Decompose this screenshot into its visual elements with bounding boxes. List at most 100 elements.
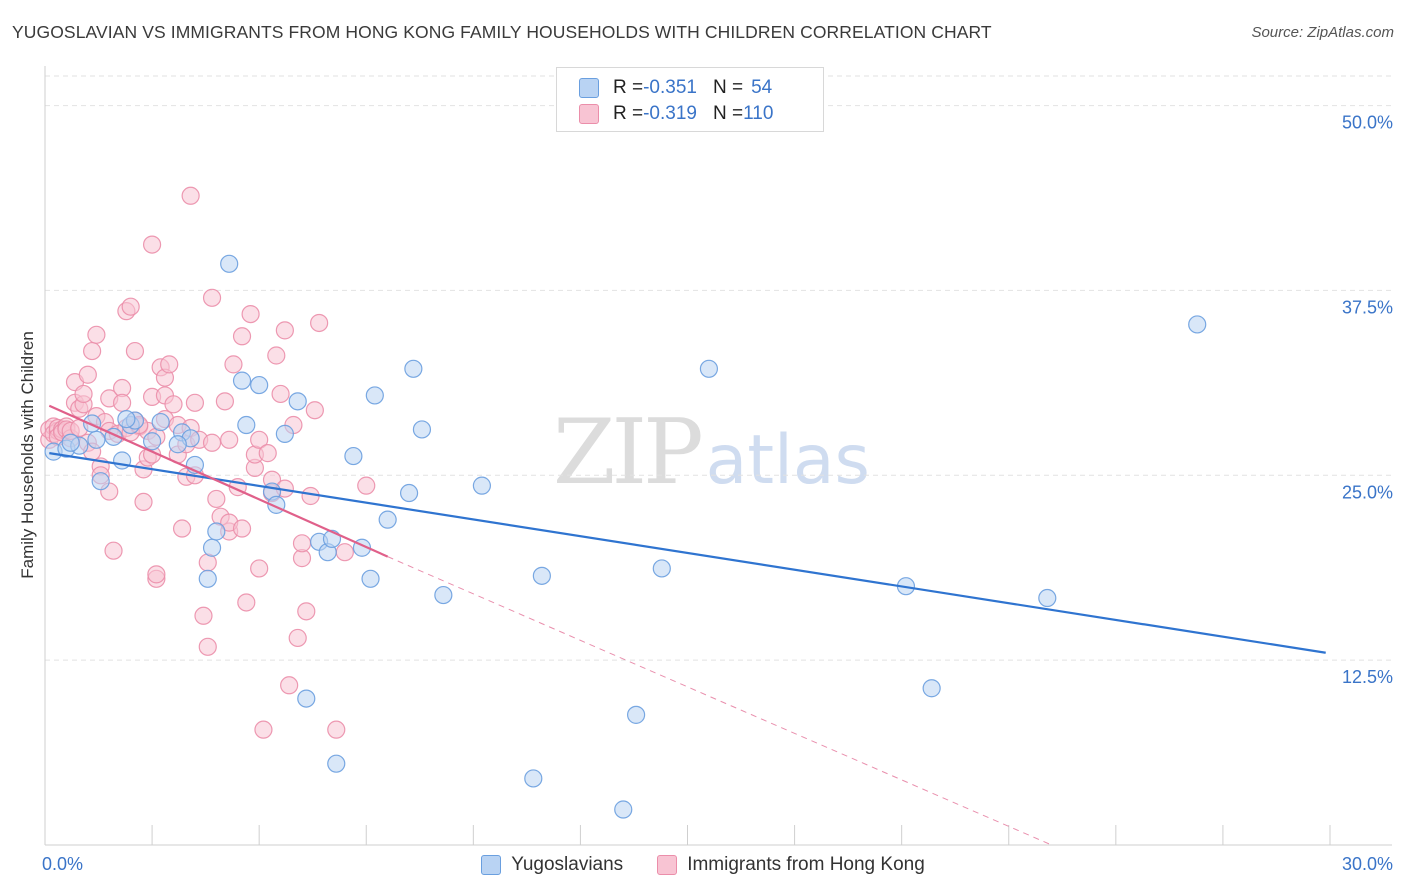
legend-item-yugoslavians[interactable]: Yugoslavians (481, 854, 623, 876)
legend-r-label: R = (613, 77, 644, 98)
hong-kong-point (164, 395, 183, 414)
hong-kong-point (134, 492, 153, 512)
x-tick-label: 0.0% (42, 854, 83, 874)
hong-kong-point (335, 543, 354, 562)
hong-kong-point (198, 637, 217, 656)
legend-n-label: N = (712, 103, 744, 124)
hong-kong-point (288, 628, 307, 648)
watermark-zip: ZIP (553, 400, 704, 505)
yugoslavian-point (198, 569, 217, 588)
legend-item-hong-kong[interactable]: Immigrants from Hong Kong (657, 854, 925, 876)
hong-kong-point (160, 355, 179, 374)
y-tick-label: 25.0% (1342, 482, 1393, 502)
correlation-legend: R = -0.351 N = 54 R = -0.319 N = 110 (556, 67, 824, 132)
hong-kong-point (271, 384, 290, 404)
yugoslavian-point (297, 689, 316, 708)
yugoslavian-point (344, 446, 363, 466)
yugoslavian-point (434, 585, 453, 605)
yugoslavian-point (207, 522, 226, 541)
yugoslavian-point (117, 409, 136, 429)
legend-swatch-blue (481, 855, 502, 875)
yugoslavian-point (168, 435, 187, 454)
yugoslavian-point (399, 483, 419, 503)
yugoslavian-point (922, 679, 941, 698)
yugoslavian-point (220, 254, 239, 273)
legend-row-yugoslavians: R = -0.351 N = 54 (579, 76, 772, 100)
hong-kong-point (267, 346, 286, 365)
y-tick-label: 12.5% (1342, 667, 1393, 687)
legend-r-label: R = (613, 103, 644, 124)
yugoslavian-point (61, 433, 80, 452)
yugoslavian-point (652, 559, 671, 578)
yugoslavian-trendline (49, 452, 1326, 654)
hong-kong-trendline-extended (387, 556, 1052, 846)
legend-n-value: 110 (743, 103, 774, 124)
hong-kong-point (297, 602, 316, 621)
hong-kong-point (224, 355, 243, 374)
hong-kong-trendline (48, 404, 389, 558)
y-tick-label: 37.5% (1342, 297, 1393, 317)
hong-kong-point (202, 288, 222, 307)
yugoslavian-point (151, 412, 170, 432)
hong-kong-point (112, 393, 132, 412)
hong-kong-point (74, 384, 93, 404)
yugoslavian-point (614, 800, 633, 819)
watermark-atlas: atlas (705, 421, 870, 500)
legend-swatch-pink (657, 855, 678, 875)
yugoslavian-point (288, 392, 307, 411)
yugoslavian-point (365, 386, 384, 405)
hong-kong-point (83, 341, 102, 361)
legend-r-value: -0.351 (643, 77, 697, 98)
hong-kong-point (185, 393, 205, 412)
yugoslavian-point (275, 424, 294, 443)
legend-label: Immigrants from Hong Kong (687, 854, 925, 875)
yugoslavian-point (232, 371, 252, 390)
yugoslavian-point (91, 472, 110, 491)
hong-kong-point (181, 186, 200, 205)
hong-kong-point (258, 444, 277, 463)
legend-n-label: N = (712, 77, 744, 98)
series-legend: Yugoslavians Immigrants from Hong Kong (0, 852, 1406, 878)
yugoslavian-point (327, 754, 346, 773)
hong-kong-point (172, 519, 192, 538)
hong-kong-point (254, 720, 273, 739)
yugoslavian-point (378, 510, 397, 529)
yugoslavian-point (83, 414, 102, 433)
yugoslavian-point (626, 705, 646, 724)
yugoslavian-point (699, 359, 719, 378)
hong-kong-point (78, 365, 97, 384)
hong-kong-point (357, 476, 376, 495)
chart-title: YUGOSLAVIAN VS IMMIGRANTS FROM HONG KONG… (12, 22, 992, 42)
legend-swatch-blue (579, 78, 599, 98)
yugoslavian-point (142, 432, 162, 451)
yugoslavian-point (361, 569, 380, 588)
y-tick-label: 50.0% (1342, 113, 1393, 133)
hong-kong-point (194, 606, 213, 625)
yugoslavian-point (412, 420, 432, 439)
yugoslavian-point (1188, 315, 1207, 334)
hong-kong-point (220, 430, 239, 449)
hong-kong-point (121, 297, 140, 316)
yugoslavian-point (472, 476, 491, 495)
hong-kong-point (292, 534, 312, 553)
legend-label: Yugoslavians (511, 854, 624, 875)
yugoslavian-point (202, 538, 222, 557)
hong-kong-point (250, 559, 269, 578)
hong-kong-point (142, 235, 162, 254)
yugoslavian-point (524, 769, 543, 788)
hong-kong-point (207, 489, 226, 509)
hong-kong-point (305, 401, 324, 420)
hong-kong-point (147, 565, 166, 584)
hong-kong-point (232, 327, 252, 346)
hong-kong-point (310, 313, 329, 333)
yugoslavian-point (250, 375, 269, 395)
hong-kong-point (280, 676, 299, 695)
hong-kong-point (104, 541, 123, 560)
legend-n-value: 54 (751, 77, 773, 98)
watermark: ZIPatlas (553, 400, 870, 505)
yugoslavian-point (237, 415, 256, 435)
hong-kong-point (232, 519, 252, 538)
legend-row-hong-kong: R = -0.319 N = 110 (579, 102, 773, 126)
hong-kong-point (250, 430, 269, 449)
